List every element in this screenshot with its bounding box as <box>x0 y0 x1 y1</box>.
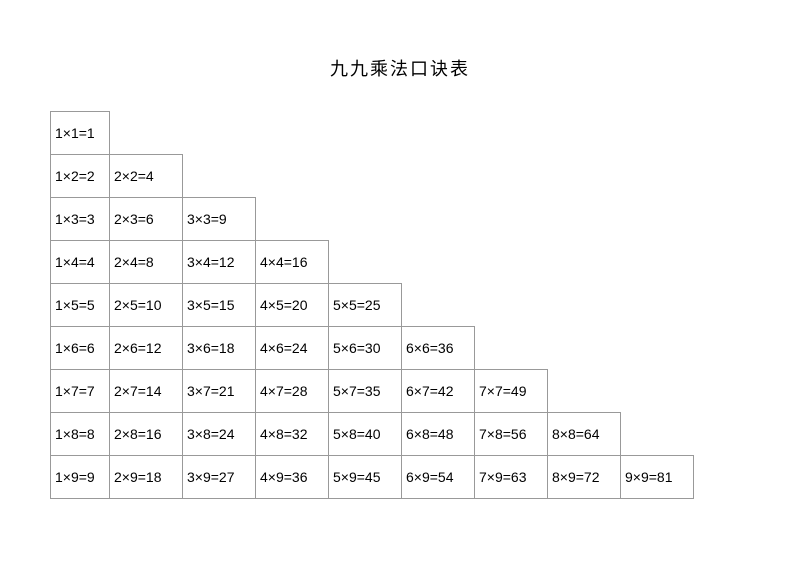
table-cell: 1×1=1 <box>50 111 110 155</box>
table-row: 1×4=4 2×4=8 3×4=12 4×4=16 <box>50 240 750 283</box>
table-cell: 5×5=25 <box>328 283 402 327</box>
table-cell: 2×2=4 <box>109 154 183 198</box>
table-cell: 2×6=12 <box>109 326 183 370</box>
table-cell: 5×7=35 <box>328 369 402 413</box>
table-cell: 1×4=4 <box>50 240 110 284</box>
table-cell: 2×8=16 <box>109 412 183 456</box>
table-cell: 9×9=81 <box>620 455 694 499</box>
table-cell: 5×8=40 <box>328 412 402 456</box>
table-cell: 7×7=49 <box>474 369 548 413</box>
page-container: 九九乘法口诀表 1×1=1 1×2=2 2×2=4 1×3=3 2×3=6 3×… <box>0 0 800 518</box>
table-cell: 4×7=28 <box>255 369 329 413</box>
table-cell: 6×8=48 <box>401 412 475 456</box>
table-cell: 2×3=6 <box>109 197 183 241</box>
table-cell: 3×4=12 <box>182 240 256 284</box>
table-cell: 7×9=63 <box>474 455 548 499</box>
table-cell: 1×6=6 <box>50 326 110 370</box>
table-row: 1×1=1 <box>50 111 750 154</box>
table-row: 1×3=3 2×3=6 3×3=9 <box>50 197 750 240</box>
table-cell: 5×9=45 <box>328 455 402 499</box>
table-row: 1×6=6 2×6=12 3×6=18 4×6=24 5×6=30 6×6=36 <box>50 326 750 369</box>
table-cell: 3×3=9 <box>182 197 256 241</box>
table-cell: 6×9=54 <box>401 455 475 499</box>
table-cell: 1×3=3 <box>50 197 110 241</box>
table-cell: 3×6=18 <box>182 326 256 370</box>
table-cell: 1×8=8 <box>50 412 110 456</box>
table-row: 1×2=2 2×2=4 <box>50 154 750 197</box>
table-cell: 4×4=16 <box>255 240 329 284</box>
table-row: 1×9=9 2×9=18 3×9=27 4×9=36 5×9=45 6×9=54… <box>50 455 750 498</box>
table-cell: 4×9=36 <box>255 455 329 499</box>
table-cell: 1×5=5 <box>50 283 110 327</box>
table-cell: 1×9=9 <box>50 455 110 499</box>
table-cell: 4×8=32 <box>255 412 329 456</box>
multiplication-table: 1×1=1 1×2=2 2×2=4 1×3=3 2×3=6 3×3=9 1×4=… <box>50 111 750 498</box>
table-cell: 1×2=2 <box>50 154 110 198</box>
table-cell: 5×6=30 <box>328 326 402 370</box>
table-cell: 7×8=56 <box>474 412 548 456</box>
table-cell: 3×8=24 <box>182 412 256 456</box>
table-cell: 8×8=64 <box>547 412 621 456</box>
table-cell: 4×6=24 <box>255 326 329 370</box>
table-row: 1×5=5 2×5=10 3×5=15 4×5=20 5×5=25 <box>50 283 750 326</box>
page-title: 九九乘法口诀表 <box>50 55 750 81</box>
table-row: 1×8=8 2×8=16 3×8=24 4×8=32 5×8=40 6×8=48… <box>50 412 750 455</box>
table-cell: 4×5=20 <box>255 283 329 327</box>
table-cell: 3×7=21 <box>182 369 256 413</box>
table-cell: 8×9=72 <box>547 455 621 499</box>
table-cell: 3×9=27 <box>182 455 256 499</box>
table-cell: 3×5=15 <box>182 283 256 327</box>
table-cell: 2×4=8 <box>109 240 183 284</box>
table-cell: 2×9=18 <box>109 455 183 499</box>
table-cell: 6×6=36 <box>401 326 475 370</box>
table-cell: 1×7=7 <box>50 369 110 413</box>
table-cell: 6×7=42 <box>401 369 475 413</box>
table-row: 1×7=7 2×7=14 3×7=21 4×7=28 5×7=35 6×7=42… <box>50 369 750 412</box>
table-cell: 2×7=14 <box>109 369 183 413</box>
table-cell: 2×5=10 <box>109 283 183 327</box>
